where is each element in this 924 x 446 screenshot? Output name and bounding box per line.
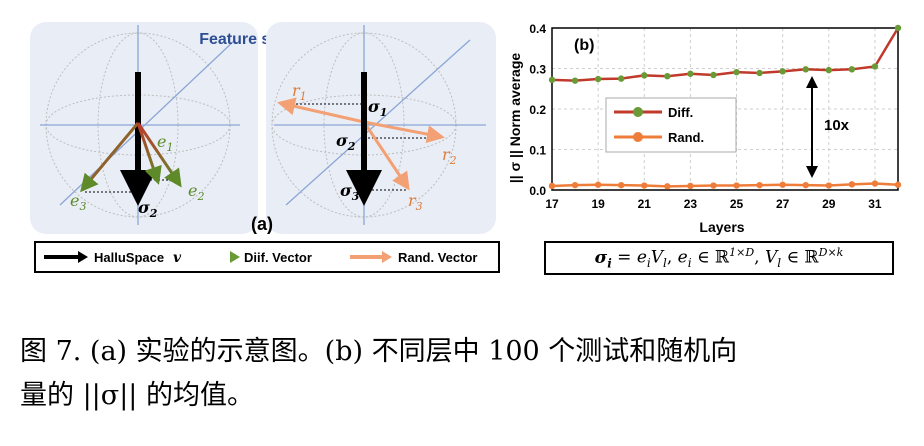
data-point-diff xyxy=(848,66,856,73)
data-point-rand xyxy=(594,181,602,188)
legend-symbol-v: v xyxy=(173,250,182,266)
label-r2: r2 xyxy=(442,145,457,167)
rand-vector-r3 xyxy=(362,121,410,191)
figure-a-legend: HalluSpace v Diif. Vector Rand. Vector xyxy=(34,241,500,273)
data-point-diff xyxy=(710,71,717,79)
data-point-rand xyxy=(894,181,902,188)
x-tick-label: 17 xyxy=(545,197,559,211)
data-point-rand xyxy=(641,182,648,189)
legend-rand: Rand. xyxy=(668,130,704,145)
x-tick-label: 19 xyxy=(591,197,605,211)
data-point-rand xyxy=(871,180,879,187)
x-tick-label: 25 xyxy=(730,197,744,211)
data-point-diff xyxy=(756,69,763,77)
data-point-rand xyxy=(825,182,832,189)
data-point-diff xyxy=(548,76,556,84)
label-sigma3: σ3 xyxy=(340,181,360,203)
caption-line-1: 图 7. (a) 实验的示意图。(b) 不同层中 100 个测试和随机向 xyxy=(20,336,738,367)
data-point-rand xyxy=(710,182,717,189)
legend-diff: Diff. xyxy=(668,105,693,120)
diff-vector-e3 xyxy=(80,122,140,193)
right-panel-bg xyxy=(266,22,496,234)
diff-vector-e1 xyxy=(136,122,162,185)
figure-b-chart: 0.0 0.1 0.2 0.3 0.4 17 19 21 23 25 27 29 31 || σ ||… xyxy=(507,22,902,235)
data-point-diff xyxy=(571,77,579,84)
data-point-rand xyxy=(756,181,763,189)
y-tick-label: 0.0 xyxy=(529,184,546,198)
x-tick-label: 23 xyxy=(684,197,698,211)
data-point-diff xyxy=(871,63,879,70)
rand-vector-r2 xyxy=(363,120,445,144)
data-point-diff xyxy=(594,75,602,83)
label-r3: r3 xyxy=(408,191,423,213)
data-point-diff xyxy=(641,72,648,79)
ratio-annotation: 10x xyxy=(806,76,850,178)
rand-vector-r1 xyxy=(277,97,365,124)
figure-caption: 图 7. (a) 实验的示意图。(b) 不同层中 100 个测试和随机向 量的 … xyxy=(20,330,910,418)
annotation-10x: 10x xyxy=(824,117,850,134)
chart-legend: Diff. Rand. xyxy=(605,97,737,153)
diff-vector-e2 xyxy=(136,122,182,188)
data-point-rand xyxy=(687,182,694,190)
x-tick-labels: 17 19 21 23 25 27 29 31 xyxy=(545,197,882,211)
label-r1: r1 xyxy=(292,81,307,103)
x-tick-label: 31 xyxy=(868,197,882,211)
y-axis-label: || σ || Norm average xyxy=(507,53,523,184)
label-sigma2-right: σ2 xyxy=(336,131,356,153)
data-point-rand xyxy=(571,181,579,189)
y-tick-label: 0.2 xyxy=(529,103,546,117)
plot-frame xyxy=(551,27,899,191)
formula: σi = eiVl, ei ∈ ℝ1×D, Vl ∈ ℝD×k xyxy=(594,245,844,271)
data-point-diff xyxy=(733,68,740,76)
left-panel: e1 e2 e3 σ2 xyxy=(30,22,258,234)
y-tick-label: 0.4 xyxy=(529,22,546,36)
legend-label-rand: Rand. Vector xyxy=(398,250,477,265)
data-point-rand xyxy=(779,181,786,188)
data-point-diff xyxy=(664,72,671,80)
caption-line-2: 量的 ||σ|| 的均值。 xyxy=(20,380,254,411)
series-line-rand xyxy=(551,182,899,188)
data-point-diff xyxy=(802,66,809,73)
data-point-rand xyxy=(802,181,809,189)
data-point-diff xyxy=(618,75,625,82)
x-tick-label: 27 xyxy=(776,197,790,211)
right-panel: r1 r2 r3 σ1 σ2 σ3 xyxy=(266,22,496,234)
figure-a-schematic: e1 e2 e3 σ2 Feature space r1 r2 r3 σ1 σ2… xyxy=(30,22,496,234)
series-line-diff xyxy=(551,27,900,82)
legend-label-halluspace: HalluSpace xyxy=(94,250,164,265)
x-tick-label: 21 xyxy=(638,197,652,211)
formula-box: σi = eiVl, ei ∈ ℝ1×D, Vl ∈ ℝD×k xyxy=(544,241,894,275)
y-tick-labels: 0.0 0.1 0.2 0.3 0.4 xyxy=(529,22,546,198)
legend-item-rand: Rand. Vector xyxy=(350,250,477,265)
label-e1: e1 xyxy=(157,132,173,154)
series-layer xyxy=(548,24,902,190)
legend-label-diff: Diif. Vector xyxy=(244,250,312,265)
data-point-rand xyxy=(733,182,740,189)
label-sigma1: σ1 xyxy=(368,97,387,119)
x-tick-label: 29 xyxy=(822,197,836,211)
data-point-diff xyxy=(825,66,832,74)
data-point-rand xyxy=(664,183,671,190)
data-point-rand xyxy=(618,181,625,189)
panel-label-b: (b) xyxy=(574,37,594,54)
data-point-diff xyxy=(687,70,694,77)
label-e3: e3 xyxy=(70,191,86,213)
label-e2: e2 xyxy=(188,181,204,203)
label-sigma2-left: σ2 xyxy=(138,198,158,220)
data-point-rand xyxy=(848,181,856,188)
panel-label-a: (a) xyxy=(251,214,273,234)
data-point-diff xyxy=(894,24,902,32)
y-tick-label: 0.1 xyxy=(529,144,546,158)
data-point-rand xyxy=(548,182,556,190)
legend-item-halluspace: HalluSpace v xyxy=(44,250,182,266)
legend-item-diff: Diif. Vector xyxy=(196,250,312,265)
y-tick-label: 0.3 xyxy=(529,63,546,77)
x-axis-label: Layers xyxy=(699,219,744,235)
data-point-diff xyxy=(779,68,786,75)
